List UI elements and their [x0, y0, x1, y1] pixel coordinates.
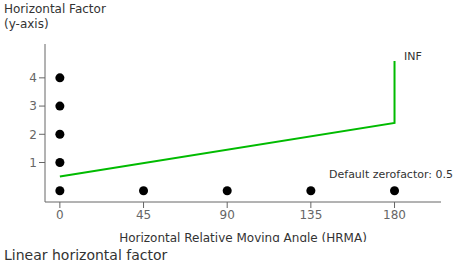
html-text:INF: INF: [404, 50, 422, 63]
html-text:Default zerofactor: 0.5: Default zerofactor: 0.5: [329, 168, 453, 181]
svg-text:4: 4: [29, 71, 37, 85]
html-text:Linear horizontal factor: Linear horizontal factor: [4, 247, 168, 263]
svg-text:Horizontal Relative Moving Ang: Horizontal Relative Moving Angle (HRMA): [119, 231, 367, 242]
svg-text:45: 45: [136, 208, 151, 222]
svg-text:3: 3: [29, 99, 37, 113]
svg-text:90: 90: [220, 208, 235, 222]
svg-text:180: 180: [383, 208, 406, 222]
html-text:(y-axis): (y-axis): [4, 17, 49, 31]
html-text:Horizontal Factor: Horizontal Factor: [4, 2, 106, 16]
svg-text:135: 135: [299, 208, 322, 222]
svg-text:1: 1: [29, 156, 37, 170]
svg-text:0: 0: [56, 208, 64, 222]
svg-text:2: 2: [29, 128, 37, 142]
